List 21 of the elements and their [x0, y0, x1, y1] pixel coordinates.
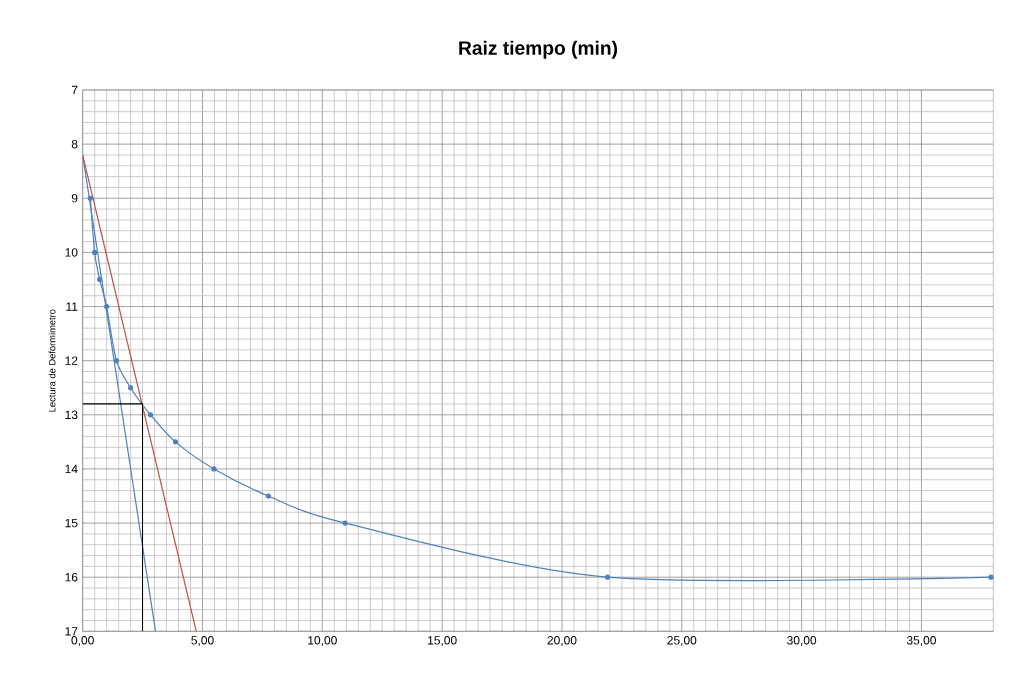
y-tick-label: 13: [65, 410, 78, 419]
x-tick-label: 10,00: [308, 635, 337, 646]
x-tick-label: 20,00: [547, 635, 577, 646]
y-tick-label: 7: [71, 85, 78, 94]
x-tick-label: 35,00: [906, 635, 936, 646]
y-tick-label: 10: [65, 247, 78, 257]
chart-title: Raiz tiempo (min): [459, 40, 618, 59]
x-tick-label: 5,00: [191, 635, 214, 646]
y-tick-label: 8: [71, 139, 78, 149]
y-axis-title: Lectura de Deformimetro: [48, 309, 56, 412]
y-tick-label: 15: [65, 518, 78, 528]
y-tick-label: 16: [65, 572, 78, 582]
y-tick-label: 9: [71, 193, 78, 203]
y-tick-label: 12: [65, 356, 78, 365]
y-tick-label: 17: [65, 627, 78, 636]
y-tick-label: 14: [65, 464, 78, 473]
x-tick-label: 30,00: [787, 635, 817, 646]
x-tick-label: 25,00: [667, 635, 697, 646]
x-tick-label: 0,00: [71, 635, 94, 646]
x-tick-label: 15,00: [428, 635, 457, 646]
y-tick-label: 11: [66, 302, 78, 311]
